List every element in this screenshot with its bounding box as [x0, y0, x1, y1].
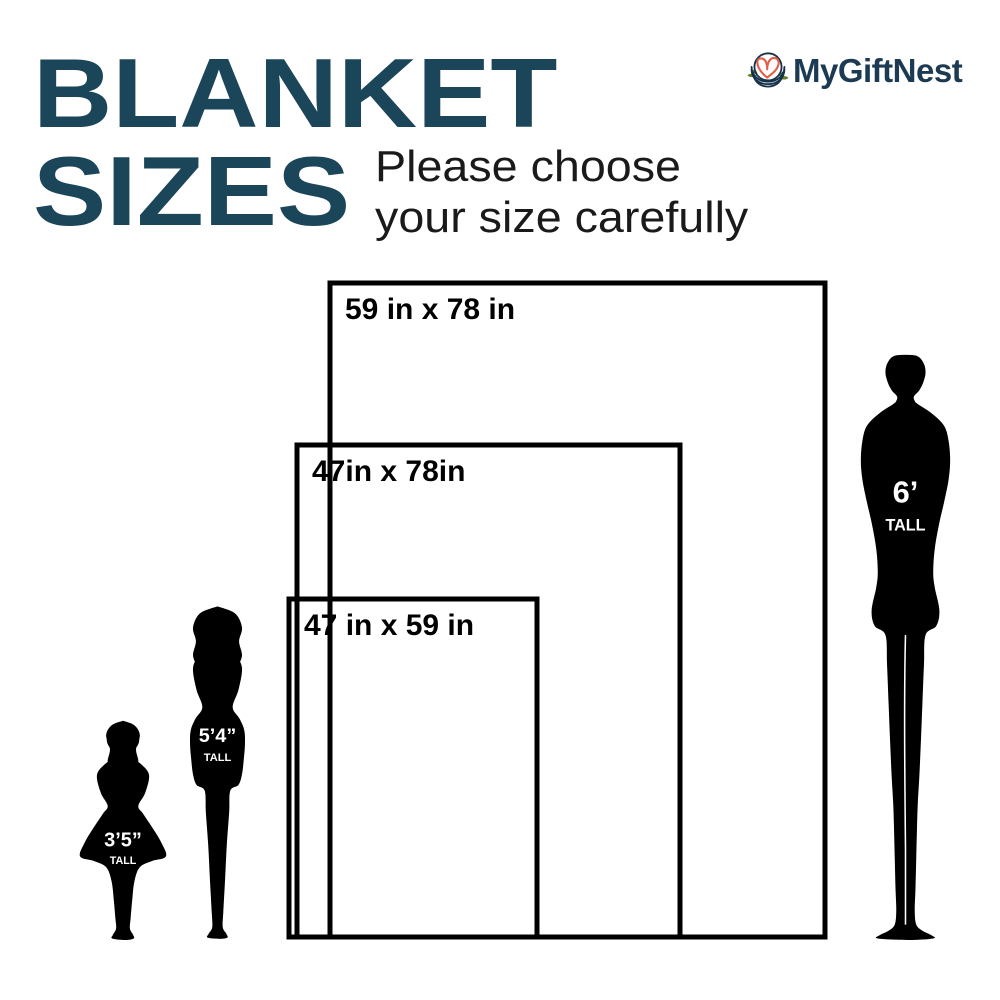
- svg-text:TALL: TALL: [885, 516, 925, 534]
- svg-text:TALL: TALL: [204, 752, 232, 764]
- svg-text:6’: 6’: [893, 475, 919, 510]
- svg-text:5’4”: 5’4”: [199, 725, 236, 747]
